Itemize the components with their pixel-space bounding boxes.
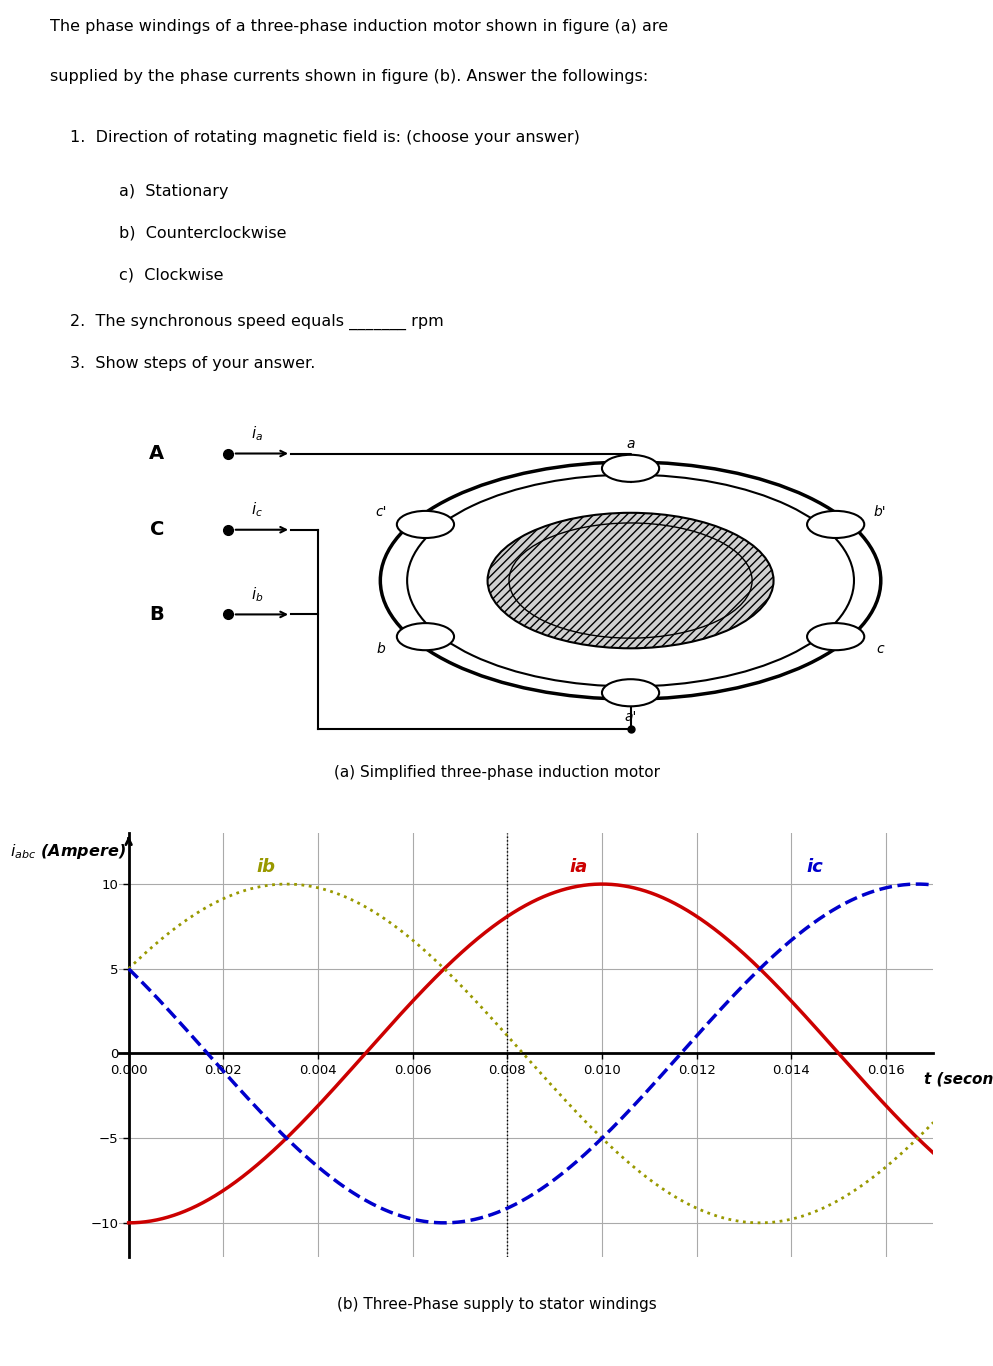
Circle shape <box>807 623 864 650</box>
Text: (a) Simplified three-phase induction motor: (a) Simplified three-phase induction mot… <box>334 765 659 780</box>
Text: ic: ic <box>806 858 823 876</box>
Circle shape <box>397 623 454 650</box>
Text: ia: ia <box>569 858 588 876</box>
Text: (b) Three-Phase supply to stator windings: (b) Three-Phase supply to stator winding… <box>337 1298 656 1311</box>
Text: 1.  Direction of rotating magnetic field is: (choose your answer): 1. Direction of rotating magnetic field … <box>70 130 579 145</box>
Text: c: c <box>876 642 884 656</box>
Text: a': a' <box>625 710 637 724</box>
Text: 2.  The synchronous speed equals _______ rpm: 2. The synchronous speed equals _______ … <box>70 314 443 329</box>
Text: 3.  Show steps of your answer.: 3. Show steps of your answer. <box>70 355 315 370</box>
Text: b: b <box>377 642 385 656</box>
Circle shape <box>807 511 864 538</box>
Text: B: B <box>150 605 164 624</box>
Text: The phase windings of a three-phase induction motor shown in figure (a) are: The phase windings of a three-phase indu… <box>50 19 667 34</box>
Circle shape <box>602 455 659 482</box>
Text: A: A <box>149 444 165 463</box>
Text: c)  Clockwise: c) Clockwise <box>119 268 223 283</box>
Text: $i_b$: $i_b$ <box>250 585 263 604</box>
Text: $i_c$: $i_c$ <box>250 500 263 519</box>
Text: $i_a$: $i_a$ <box>250 425 263 443</box>
Text: C: C <box>150 520 164 540</box>
Text: supplied by the phase currents shown in figure (b). Answer the followings:: supplied by the phase currents shown in … <box>50 68 647 83</box>
Text: b)  Counterclockwise: b) Counterclockwise <box>119 225 287 240</box>
Text: t (seconds): t (seconds) <box>923 1071 993 1086</box>
Text: b': b' <box>874 505 886 519</box>
Circle shape <box>488 512 774 649</box>
Text: $i_{abc}$ (Ampere): $i_{abc}$ (Ampere) <box>10 841 126 861</box>
Text: a)  Stationary: a) Stationary <box>119 183 228 198</box>
Text: a: a <box>627 437 635 451</box>
Circle shape <box>602 679 659 706</box>
Text: c': c' <box>375 505 387 519</box>
Circle shape <box>397 511 454 538</box>
Text: ib: ib <box>256 858 275 876</box>
